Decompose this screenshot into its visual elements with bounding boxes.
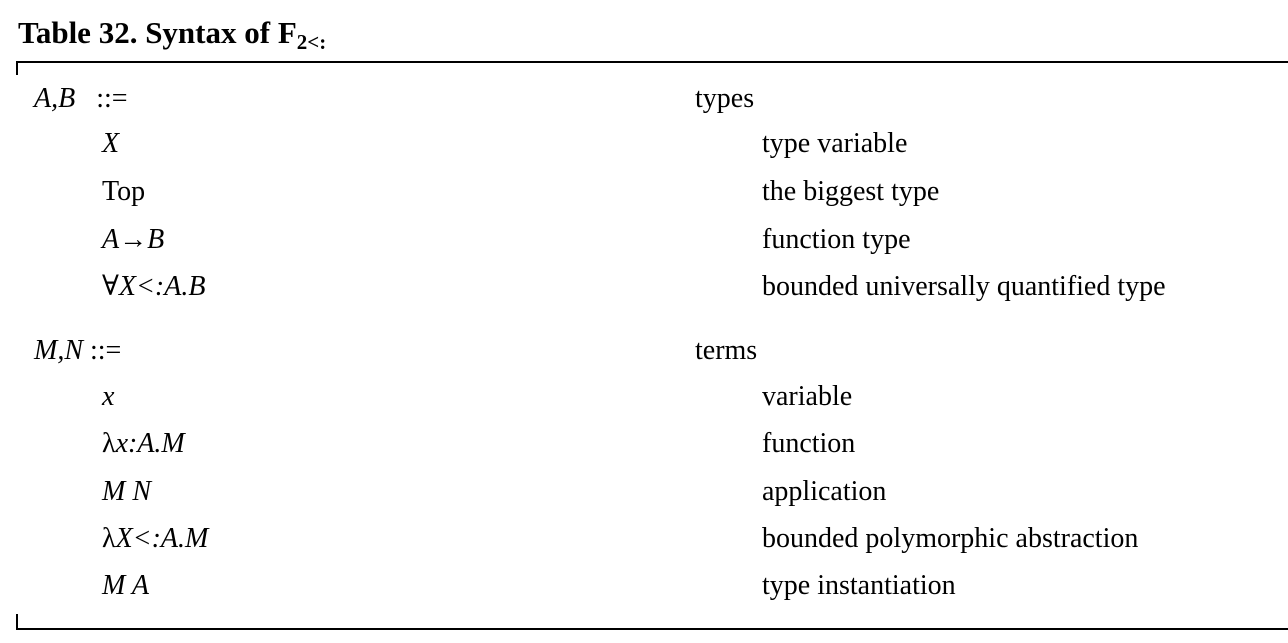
grammar-row-function-type: A→B function type xyxy=(0,220,1288,260)
terms-group-header: M,N ::= terms xyxy=(0,331,1288,371)
grammar-term-description: type variable xyxy=(762,128,908,159)
forall-symbol: ∀ xyxy=(102,271,119,302)
grammar-term-description: variable xyxy=(762,381,853,412)
types-group-header: A,B ::= types xyxy=(0,79,1288,119)
table-top-rule xyxy=(16,61,1288,63)
grammar-row-top: Top the biggest type xyxy=(0,172,1288,212)
grammar-term: M N xyxy=(102,476,151,507)
grammar-term: A→B xyxy=(102,224,165,255)
grammar-term-description: bounded polymorphic abstraction xyxy=(762,523,1139,554)
grammar-term: X xyxy=(102,128,120,159)
grammar-row-function: λx:A.M function xyxy=(0,424,1288,464)
lambda-symbol: λ xyxy=(102,428,116,459)
table-bottom-rule xyxy=(16,628,1288,630)
table-title: Table 32. Syntax of F2<: xyxy=(18,15,326,53)
table-top-left-corner xyxy=(16,61,18,75)
grammar-term-description: bounded universally quantified type xyxy=(762,271,1166,302)
table-bottom-left-corner xyxy=(16,614,18,628)
grammar-term-description: application xyxy=(762,476,887,507)
types-metavariables: A,B xyxy=(34,83,76,114)
grammar-term-description: function type xyxy=(762,224,911,255)
grammar-term-description: function xyxy=(762,428,856,459)
grammar-row-polymorphic-abstraction: λX<:A.M bounded polymorphic abstraction xyxy=(0,519,1288,559)
grammar-term: x xyxy=(102,381,115,412)
grammar-row-type-instantiation: M A type instantiation xyxy=(0,566,1288,606)
grammar-term: X<:A.M xyxy=(115,523,209,554)
grammar-term: M A xyxy=(102,570,149,601)
terms-production-operator: ::= xyxy=(90,335,122,366)
grammar-row-application: M N application xyxy=(0,472,1288,512)
terms-metavariables: M,N xyxy=(34,335,83,366)
table-title-text: Table 32. Syntax of F xyxy=(18,15,297,50)
types-production-operator: ::= xyxy=(96,83,128,114)
types-category-label: types xyxy=(695,83,755,114)
grammar-row-variable: x variable xyxy=(0,377,1288,417)
grammar-row-type-variable: X type variable xyxy=(0,124,1288,164)
grammar-term: Top xyxy=(102,176,146,207)
grammar-term-description: type instantiation xyxy=(762,570,956,601)
grammar-term: X<:A.B xyxy=(118,271,206,302)
table-title-subscript: 2<: xyxy=(296,30,327,54)
grammar-term-description: the biggest type xyxy=(762,176,940,207)
grammar-term: x:A.M xyxy=(115,428,185,459)
grammar-row-bounded-quantified-type: ∀X<:A.B bounded universally quantified t… xyxy=(0,267,1288,307)
lambda-symbol: λ xyxy=(102,523,116,554)
terms-category-label: terms xyxy=(695,335,758,366)
